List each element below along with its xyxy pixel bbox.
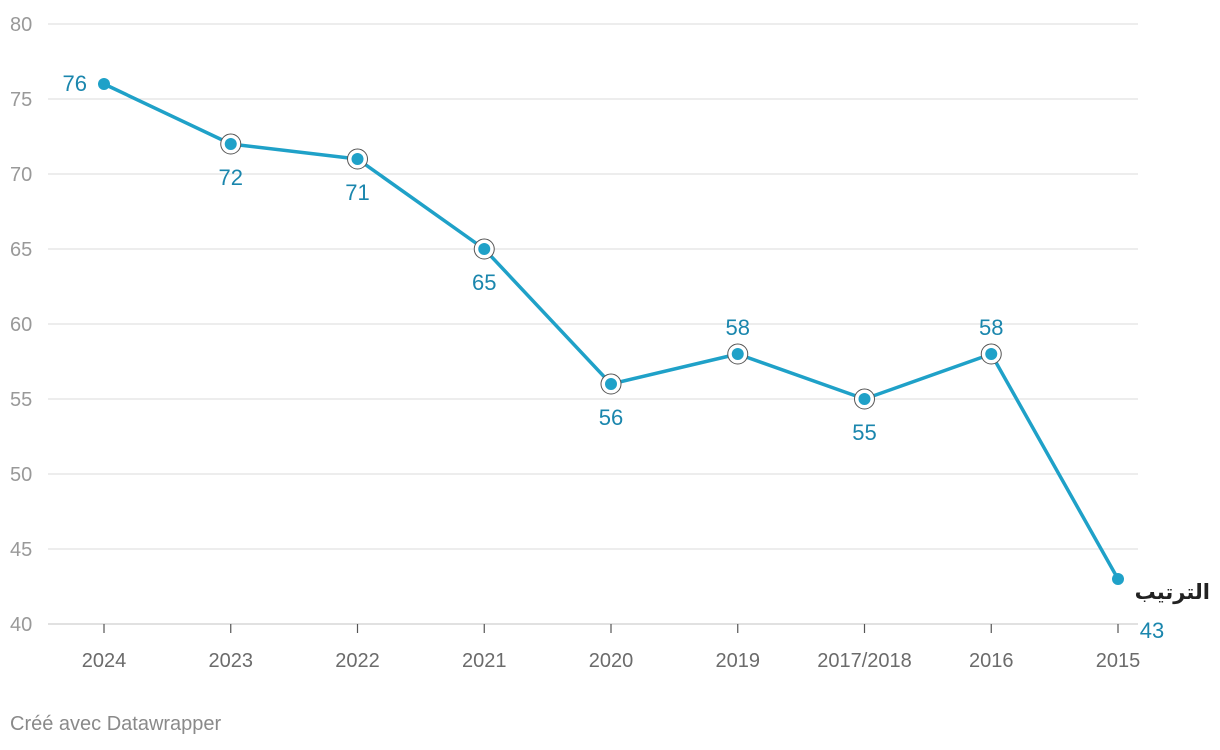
y-tick-label: 65 [10, 239, 32, 261]
data-point [605, 378, 617, 390]
x-tick-label: 2024 [82, 650, 127, 672]
data-label: 71 [345, 180, 369, 205]
data-point [731, 348, 744, 360]
y-tick-label: 45 [10, 539, 32, 561]
x-tick-label: 2022 [335, 650, 380, 672]
x-tick-label: 2021 [462, 650, 507, 672]
x-tick-label: 2023 [209, 650, 254, 672]
data-point [478, 243, 491, 255]
y-tick-label: 55 [10, 389, 32, 411]
data-point [224, 138, 237, 150]
y-tick-label: 75 [10, 89, 32, 111]
data-label: 76 [63, 71, 87, 96]
x-tick-label: 2020 [589, 650, 634, 672]
data-label: 58 [979, 315, 1003, 340]
data-label: 56 [599, 405, 623, 430]
data-point [1112, 573, 1124, 585]
x-tick-label: 2015 [1096, 650, 1141, 672]
data-point [351, 153, 364, 165]
data-label: 55 [852, 420, 876, 445]
gridlines [48, 23, 1138, 625]
data-point [858, 393, 871, 405]
x-tick-label: 2019 [716, 650, 761, 672]
x-tick-label: 2016 [969, 650, 1014, 672]
x-axis-ticks: 2024 2023 2022 2021 2020 2019 2017/2018 2016 201… [82, 624, 1141, 672]
data-points [98, 78, 1124, 585]
y-tick-label: 40 [10, 614, 32, 636]
y-tick-label: 80 [10, 14, 32, 36]
x-tick-label: 2017/2018 [817, 650, 912, 672]
data-label: 58 [726, 315, 750, 340]
data-point [98, 78, 110, 90]
data-label: 72 [219, 165, 243, 190]
data-label: 43 [1140, 618, 1164, 643]
series-line-group [102, 82, 1120, 581]
data-label: 65 [472, 270, 496, 295]
series-line [102, 82, 1120, 581]
data-point [985, 348, 998, 360]
y-tick-label: 70 [10, 164, 32, 186]
series-name-label: الترتيب [1135, 580, 1210, 604]
y-axis-ticks: 80 75 70 65 60 55 50 45 40 [10, 14, 32, 636]
credit-text: Créé avec Datawrapper [10, 713, 222, 735]
data-labels: 76 72 71 65 56 58 55 58 43 الترتيب [63, 71, 1210, 643]
y-tick-label: 50 [10, 464, 32, 486]
y-tick-label: 60 [10, 314, 32, 336]
